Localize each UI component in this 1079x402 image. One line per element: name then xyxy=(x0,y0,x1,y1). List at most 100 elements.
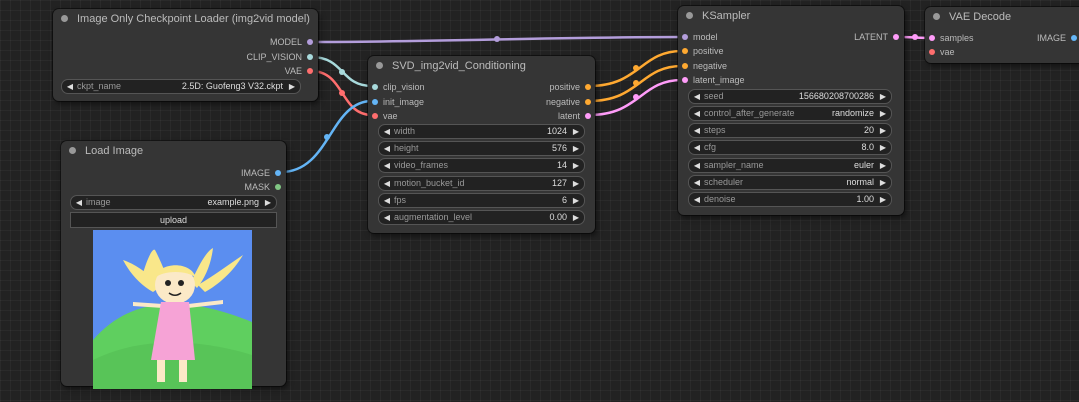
load-image-node[interactable]: Load Image IMAGE MASK ◀ image example.pn… xyxy=(61,141,286,389)
increment-arrow-icon[interactable]: ▶ xyxy=(879,109,887,118)
input-negative[interactable]: negative xyxy=(682,60,727,72)
input-positive[interactable]: positive xyxy=(682,45,724,57)
output-negative[interactable]: negative xyxy=(546,96,591,108)
increment-arrow-icon[interactable]: ▶ xyxy=(879,195,887,204)
svd-conditioning-node[interactable]: SVD_img2vid_Conditioning clip_vision ini… xyxy=(368,56,595,233)
fps-number-widget[interactable]: ◀ fps 6 ▶ xyxy=(378,193,585,208)
decrement-arrow-icon[interactable]: ◀ xyxy=(383,196,391,205)
input-dot-icon[interactable] xyxy=(682,63,688,69)
increment-arrow-icon[interactable]: ▶ xyxy=(879,178,887,187)
input-vae[interactable]: vae xyxy=(372,110,398,122)
vae-decode-node[interactable]: VAE Decode samples vae IMAGE xyxy=(925,7,1079,63)
motion-bucket-id-number-widget[interactable]: ◀ motion_bucket_id 127 ▶ xyxy=(378,176,585,191)
upload-button[interactable]: upload xyxy=(70,212,277,228)
ksampler-node[interactable]: KSampler model positive negative latent_… xyxy=(678,6,904,215)
output-dot-icon[interactable] xyxy=(893,34,899,40)
decrement-arrow-icon[interactable]: ◀ xyxy=(693,126,701,135)
decrement-arrow-icon[interactable]: ◀ xyxy=(383,161,391,170)
width-number-widget[interactable]: ◀ width 1024 ▶ xyxy=(378,124,585,139)
cfg-number-widget[interactable]: ◀ cfg 8.0 ▶ xyxy=(688,140,892,155)
input-dot-icon[interactable] xyxy=(372,84,378,90)
decrement-arrow-icon[interactable]: ◀ xyxy=(693,195,701,204)
video-frames-number-widget[interactable]: ◀ video_frames 14 ▶ xyxy=(378,158,585,173)
collapse-dot-icon[interactable] xyxy=(376,62,383,69)
input-dot-icon[interactable] xyxy=(372,99,378,105)
decrement-arrow-icon[interactable]: ◀ xyxy=(693,161,701,170)
output-latent[interactable]: latent xyxy=(558,110,591,122)
decrement-arrow-icon[interactable]: ◀ xyxy=(66,82,74,91)
load-image-title[interactable]: Load Image xyxy=(61,141,286,161)
decrement-arrow-icon[interactable]: ◀ xyxy=(693,178,701,187)
augmentation-level-number-widget[interactable]: ◀ augmentation_level 0.00 ▶ xyxy=(378,210,585,225)
increment-arrow-icon[interactable]: ▶ xyxy=(572,179,580,188)
increment-arrow-icon[interactable]: ▶ xyxy=(572,161,580,170)
decrement-arrow-icon[interactable]: ◀ xyxy=(383,213,391,222)
increment-arrow-icon[interactable]: ▶ xyxy=(264,198,272,207)
input-model[interactable]: model xyxy=(682,31,718,43)
ckpt-name-combo[interactable]: ◀ ckpt_name 2.5D: Guofeng3 V32.ckpt ▶ xyxy=(61,79,301,94)
decrement-arrow-icon[interactable]: ◀ xyxy=(75,198,83,207)
output-dot-icon[interactable] xyxy=(275,170,281,176)
output-dot-icon[interactable] xyxy=(585,99,591,105)
output-dot-icon[interactable] xyxy=(585,113,591,119)
scheduler-combo[interactable]: ◀ scheduler normal ▶ xyxy=(688,175,892,190)
increment-arrow-icon[interactable]: ▶ xyxy=(288,82,296,91)
increment-arrow-icon[interactable]: ▶ xyxy=(572,196,580,205)
ksampler-title[interactable]: KSampler xyxy=(678,6,904,26)
checkpoint-loader-node[interactable]: Image Only Checkpoint Loader (img2vid mo… xyxy=(53,9,318,101)
input-clip-vision[interactable]: clip_vision xyxy=(372,81,425,93)
output-dot-icon[interactable] xyxy=(307,39,313,45)
decrement-arrow-icon[interactable]: ◀ xyxy=(693,109,701,118)
increment-arrow-icon[interactable]: ▶ xyxy=(572,213,580,222)
input-dot-icon[interactable] xyxy=(682,48,688,54)
decrement-arrow-icon[interactable]: ◀ xyxy=(383,144,391,153)
input-samples[interactable]: samples xyxy=(929,32,974,44)
increment-arrow-icon[interactable]: ▶ xyxy=(879,126,887,135)
output-mask[interactable]: MASK xyxy=(244,181,281,193)
control-after-generate-combo[interactable]: ◀ control_after_generate randomize ▶ xyxy=(688,106,892,121)
input-latent-image[interactable]: latent_image xyxy=(682,74,745,86)
seed-number-widget[interactable]: ◀ seed 156680208700286 ▶ xyxy=(688,89,892,104)
collapse-dot-icon[interactable] xyxy=(61,15,68,22)
input-dot-icon[interactable] xyxy=(682,34,688,40)
increment-arrow-icon[interactable]: ▶ xyxy=(879,161,887,170)
increment-arrow-icon[interactable]: ▶ xyxy=(572,144,580,153)
output-image[interactable]: IMAGE xyxy=(241,167,281,179)
output-dot-icon[interactable] xyxy=(1071,35,1077,41)
image-combo[interactable]: ◀ image example.png ▶ xyxy=(70,195,277,210)
decrement-arrow-icon[interactable]: ◀ xyxy=(693,143,701,152)
input-dot-icon[interactable] xyxy=(372,113,378,119)
input-dot-icon[interactable] xyxy=(929,49,935,55)
output-dot-icon[interactable] xyxy=(275,184,281,190)
output-dot-icon[interactable] xyxy=(307,68,313,74)
height-number-widget[interactable]: ◀ height 576 ▶ xyxy=(378,141,585,156)
output-dot-icon[interactable] xyxy=(585,84,591,90)
decrement-arrow-icon[interactable]: ◀ xyxy=(693,92,701,101)
output-dot-icon[interactable] xyxy=(307,54,313,60)
output-vae[interactable]: VAE xyxy=(285,65,313,77)
collapse-dot-icon[interactable] xyxy=(686,12,693,19)
decrement-arrow-icon[interactable]: ◀ xyxy=(383,179,391,188)
output-image[interactable]: IMAGE xyxy=(1037,32,1077,44)
input-dot-icon[interactable] xyxy=(682,77,688,83)
input-vae[interactable]: vae xyxy=(929,46,955,58)
checkpoint-loader-title[interactable]: Image Only Checkpoint Loader (img2vid mo… xyxy=(53,9,318,29)
output-latent[interactable]: LATENT xyxy=(854,31,899,43)
input-init-image[interactable]: init_image xyxy=(372,96,424,108)
collapse-dot-icon[interactable] xyxy=(69,147,76,154)
decrement-arrow-icon[interactable]: ◀ xyxy=(383,127,391,136)
increment-arrow-icon[interactable]: ▶ xyxy=(879,92,887,101)
collapse-dot-icon[interactable] xyxy=(933,13,940,20)
output-model[interactable]: MODEL xyxy=(270,36,313,48)
input-dot-icon[interactable] xyxy=(929,35,935,41)
increment-arrow-icon[interactable]: ▶ xyxy=(572,127,580,136)
wire-positive xyxy=(588,49,683,88)
svd-conditioning-title[interactable]: SVD_img2vid_Conditioning xyxy=(368,56,595,76)
output-clip-vision[interactable]: CLIP_VISION xyxy=(246,51,313,63)
output-positive[interactable]: positive xyxy=(549,81,591,93)
increment-arrow-icon[interactable]: ▶ xyxy=(879,143,887,152)
steps-number-widget[interactable]: ◀ steps 20 ▶ xyxy=(688,123,892,138)
sampler-name-combo[interactable]: ◀ sampler_name euler ▶ xyxy=(688,158,892,173)
denoise-number-widget[interactable]: ◀ denoise 1.00 ▶ xyxy=(688,192,892,207)
vae-decode-title[interactable]: VAE Decode xyxy=(925,7,1079,27)
